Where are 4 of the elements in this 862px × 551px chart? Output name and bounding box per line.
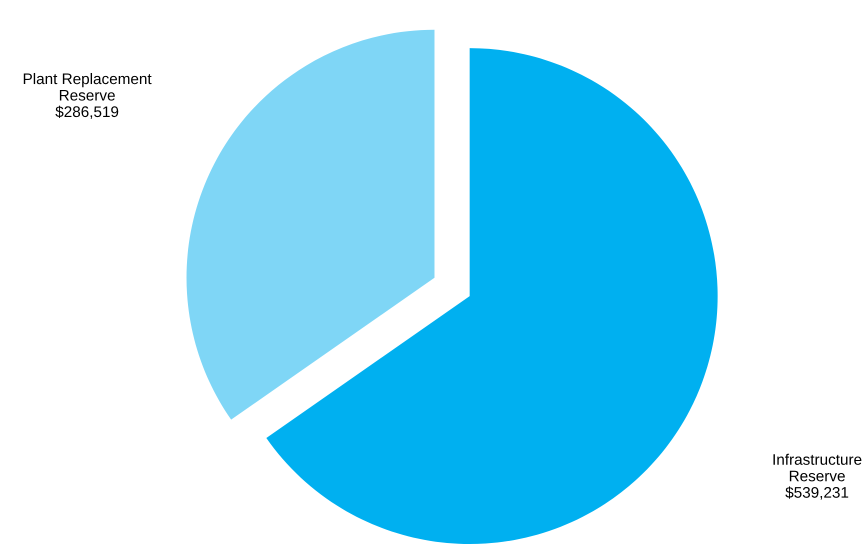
slice-label: Infrastructure Reserve	[773, 454, 862, 482]
slice-label: Plant Replacement Reserve	[24, 72, 152, 101]
data-label: $286,519	[55, 106, 118, 119]
data-label: $539,231	[785, 486, 848, 500]
